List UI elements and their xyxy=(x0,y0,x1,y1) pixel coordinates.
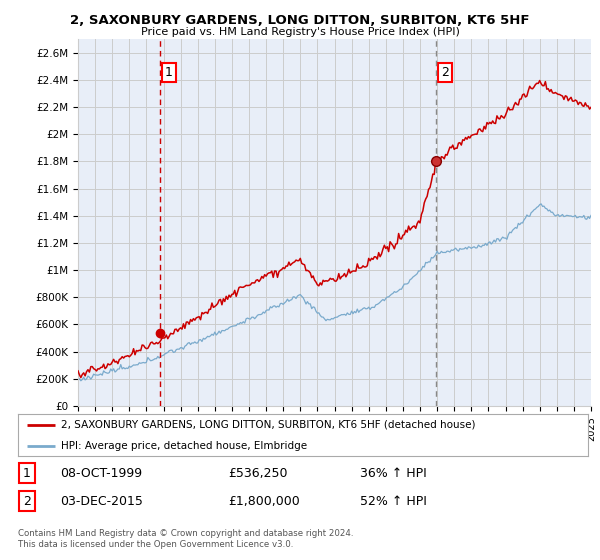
Text: 2: 2 xyxy=(441,66,449,79)
Text: £536,250: £536,250 xyxy=(228,466,287,480)
Text: 08-OCT-1999: 08-OCT-1999 xyxy=(60,466,142,480)
Text: £1,800,000: £1,800,000 xyxy=(228,494,300,508)
Text: 52% ↑ HPI: 52% ↑ HPI xyxy=(360,494,427,508)
Text: Contains HM Land Registry data © Crown copyright and database right 2024.
This d: Contains HM Land Registry data © Crown c… xyxy=(18,529,353,549)
Text: 03-DEC-2015: 03-DEC-2015 xyxy=(60,494,143,508)
Text: Price paid vs. HM Land Registry's House Price Index (HPI): Price paid vs. HM Land Registry's House … xyxy=(140,27,460,37)
Text: 1: 1 xyxy=(23,466,31,480)
Text: 2, SAXONBURY GARDENS, LONG DITTON, SURBITON, KT6 5HF (detached house): 2, SAXONBURY GARDENS, LONG DITTON, SURBI… xyxy=(61,420,475,430)
Text: 2, SAXONBURY GARDENS, LONG DITTON, SURBITON, KT6 5HF: 2, SAXONBURY GARDENS, LONG DITTON, SURBI… xyxy=(70,14,530,27)
Bar xyxy=(160,39,436,406)
Text: 36% ↑ HPI: 36% ↑ HPI xyxy=(360,466,427,480)
Text: HPI: Average price, detached house, Elmbridge: HPI: Average price, detached house, Elmb… xyxy=(61,441,307,451)
Text: 1: 1 xyxy=(164,66,173,79)
Text: 2: 2 xyxy=(23,494,31,508)
